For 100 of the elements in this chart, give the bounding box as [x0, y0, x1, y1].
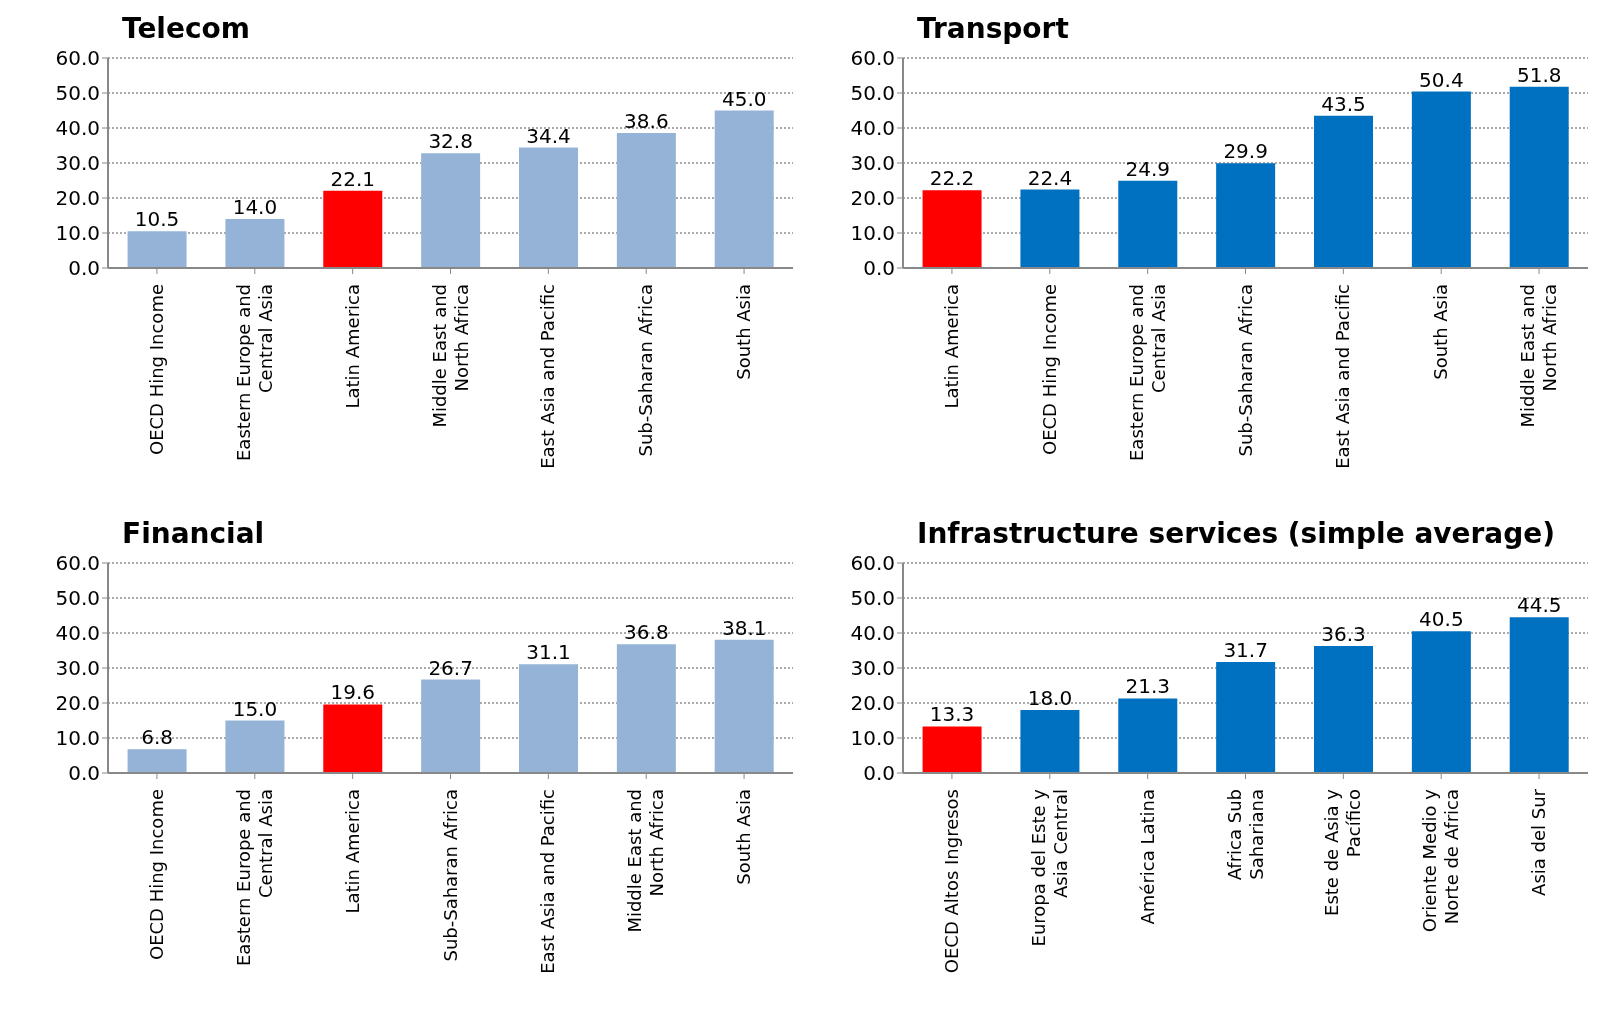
- bar: [714, 110, 774, 268]
- data-label: 34.4: [526, 123, 571, 148]
- data-label: 44.5: [1516, 593, 1562, 618]
- bar: [1411, 631, 1471, 773]
- x-tick-label: East Asia and Pacific: [537, 284, 559, 469]
- bar: [421, 153, 481, 268]
- y-tick-label: 60.0: [55, 46, 100, 71]
- y-tick-label: 60.0: [850, 46, 895, 71]
- bar: [1216, 662, 1276, 773]
- x-tick-label: Middle East and North Africa: [428, 284, 472, 428]
- y-tick-label: 20.0: [850, 691, 895, 716]
- y-tick-label: 0.0: [68, 761, 100, 786]
- x-tick-label: South Asia: [733, 284, 755, 380]
- y-tick-label: 20.0: [55, 186, 100, 211]
- x-tick-label: América Latina: [1136, 789, 1158, 925]
- chart-title: Transport: [916, 12, 1070, 45]
- y-tick-label: 20.0: [850, 186, 895, 211]
- y-tick-label: 40.0: [55, 621, 100, 646]
- y-tick-label: 40.0: [850, 116, 895, 141]
- data-label: 14.0: [232, 195, 278, 219]
- bar: [714, 639, 774, 773]
- y-tick-label: 30.0: [55, 656, 100, 681]
- x-tick-label: East Asia and Pacific: [537, 789, 559, 974]
- data-label: 22.4: [1027, 165, 1073, 190]
- bar: [1216, 163, 1276, 268]
- bar: [1509, 86, 1569, 268]
- x-tick-label: East Asia and Pacific: [1332, 284, 1354, 469]
- x-tick-label: Eastern Europe and Central Asia: [1125, 284, 1169, 462]
- data-label: 29.9: [1223, 139, 1268, 164]
- y-tick-label: 40.0: [850, 621, 895, 646]
- bar: [1118, 180, 1178, 268]
- data-label: 22.1: [330, 166, 376, 191]
- y-tick-label: 50.0: [850, 586, 895, 611]
- data-label: 32.8: [428, 129, 473, 154]
- y-tick-label: 50.0: [55, 81, 100, 106]
- bar: [519, 147, 578, 268]
- bar: [225, 720, 285, 773]
- data-label: 18.0: [1027, 686, 1073, 710]
- bar: [225, 219, 285, 268]
- data-label: 26.7: [428, 655, 473, 680]
- data-label: 15.0: [232, 696, 278, 721]
- x-tick-label: OECD Hing Income: [145, 284, 167, 456]
- bar: [1020, 189, 1080, 268]
- x-tick-label: Africa Sub Sahariana: [1223, 789, 1267, 881]
- data-label: 50.4: [1419, 67, 1464, 92]
- x-tick-label: OECD Hing Income: [1038, 284, 1060, 456]
- x-tick-label: Sub-Saharan Africa: [635, 284, 657, 457]
- bar: [616, 644, 676, 773]
- bar: [1509, 617, 1569, 773]
- x-tick-label: Latin America: [341, 789, 363, 914]
- bar: [1020, 710, 1080, 773]
- y-tick-label: 10.0: [850, 221, 895, 246]
- data-label: 10.5: [134, 207, 180, 232]
- bar: [323, 704, 383, 773]
- x-tick-label: Europa del Este y Asia Central: [1027, 788, 1071, 947]
- data-label: 24.9: [1125, 156, 1171, 181]
- data-label: 19.6: [330, 680, 376, 705]
- data-label: 36.3: [1321, 621, 1366, 646]
- chart-title: Infrastructure services (simple average): [916, 517, 1557, 550]
- bar: [1411, 91, 1471, 268]
- data-label: 13.3: [929, 702, 975, 727]
- data-label: 22.2: [929, 166, 975, 191]
- x-tick-label: South Asia: [1430, 284, 1452, 380]
- y-tick-label: 0.0: [68, 256, 100, 281]
- data-label: 51.8: [1516, 62, 1562, 87]
- x-tick-label: OECD Altos Ingresos: [940, 789, 962, 974]
- y-tick-label: 40.0: [55, 116, 100, 141]
- y-tick-label: 50.0: [850, 81, 895, 106]
- bar: [616, 132, 676, 268]
- bar: [127, 749, 187, 773]
- bar: [323, 190, 383, 268]
- data-label: 36.8: [624, 620, 669, 645]
- y-tick-label: 60.0: [850, 551, 895, 576]
- x-tick-label: Oriente Medio y Norte de Africa: [1419, 788, 1463, 933]
- data-label: 21.3: [1125, 674, 1171, 699]
- x-tick-label: Eastern Europe and Central Asia: [232, 789, 276, 967]
- x-tick-label: Latin America: [341, 284, 363, 409]
- data-label: 43.5: [1321, 91, 1366, 116]
- y-tick-label: 30.0: [55, 151, 100, 176]
- data-label: 38.1: [721, 615, 767, 640]
- bar: [127, 231, 187, 268]
- bar: [922, 726, 982, 773]
- y-tick-label: 10.0: [850, 726, 895, 751]
- y-tick-label: 0.0: [863, 256, 895, 281]
- bar: [922, 190, 982, 268]
- y-tick-label: 20.0: [55, 691, 100, 716]
- y-tick-label: 30.0: [850, 151, 895, 176]
- x-tick-label: Asia del Sur: [1528, 788, 1550, 896]
- bar: [421, 679, 481, 773]
- x-tick-label: Middle East and North Africa: [1517, 284, 1561, 428]
- bar: [1118, 698, 1178, 773]
- data-label: 40.5: [1419, 607, 1464, 632]
- bar: [1314, 645, 1373, 773]
- x-tick-label: Middle East and North Africa: [624, 789, 668, 933]
- x-tick-label: OECD Hing Income: [145, 789, 167, 961]
- data-label: 31.1: [526, 640, 571, 665]
- bar: [1314, 115, 1373, 268]
- bar: [519, 664, 578, 773]
- data-label: 31.7: [1223, 638, 1268, 663]
- y-tick-label: 0.0: [863, 761, 895, 786]
